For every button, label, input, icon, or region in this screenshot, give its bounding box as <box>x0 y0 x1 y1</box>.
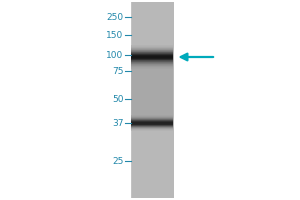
Bar <box>131 55 173 56</box>
Bar <box>130 2 174 198</box>
Bar <box>131 59 173 60</box>
Bar <box>131 67 173 68</box>
Bar <box>131 2 132 198</box>
Bar <box>131 51 173 52</box>
Bar <box>131 2 132 198</box>
Bar <box>131 53 173 54</box>
Bar <box>131 129 173 130</box>
Bar <box>131 2 132 198</box>
Bar <box>131 2 132 198</box>
Bar <box>131 2 132 198</box>
Bar <box>131 127 173 128</box>
Bar <box>131 2 132 198</box>
Bar <box>131 68 173 69</box>
Bar <box>131 65 173 66</box>
Bar <box>131 2 132 198</box>
Bar <box>131 122 173 123</box>
Bar <box>131 2 132 198</box>
Bar <box>131 2 132 198</box>
Bar <box>131 117 173 118</box>
Bar <box>131 2 132 198</box>
Bar <box>131 2 132 198</box>
Bar <box>131 56 173 57</box>
Bar <box>131 48 173 49</box>
Bar <box>130 2 131 198</box>
Bar <box>131 115 173 116</box>
Text: 150: 150 <box>106 30 124 40</box>
Bar <box>131 66 173 67</box>
Bar <box>131 60 173 61</box>
Bar <box>131 60 173 124</box>
Bar <box>131 2 132 198</box>
Bar <box>131 57 173 58</box>
Text: 50: 50 <box>112 95 124 104</box>
Text: 25: 25 <box>112 156 124 166</box>
Bar <box>131 2 132 198</box>
Bar <box>131 63 173 64</box>
Bar <box>131 2 132 198</box>
Text: 37: 37 <box>112 118 124 128</box>
Bar <box>131 47 173 48</box>
Bar <box>131 49 173 50</box>
Bar <box>130 2 131 198</box>
Bar <box>130 2 131 198</box>
Bar <box>131 61 173 62</box>
Bar <box>131 128 173 129</box>
Bar <box>131 2 132 198</box>
Bar <box>131 52 173 53</box>
Bar <box>130 2 131 198</box>
Bar <box>131 2 132 198</box>
Bar <box>131 58 173 59</box>
Bar <box>131 2 132 198</box>
Bar <box>131 2 132 198</box>
Bar <box>131 2 132 198</box>
Bar <box>131 2 132 198</box>
Bar <box>130 2 131 198</box>
Bar <box>131 50 173 51</box>
Bar <box>131 2 132 198</box>
Bar <box>131 126 173 127</box>
Bar <box>131 123 173 124</box>
Bar <box>131 2 132 198</box>
Bar <box>130 2 131 198</box>
Bar <box>130 2 131 198</box>
Bar <box>131 130 173 131</box>
Bar <box>131 2 132 198</box>
Text: 250: 250 <box>106 12 124 21</box>
Bar <box>131 62 173 63</box>
Bar <box>131 119 173 120</box>
Bar <box>130 2 131 198</box>
Bar <box>131 2 132 198</box>
Bar <box>130 2 131 198</box>
Bar <box>131 2 132 198</box>
Bar <box>131 2 132 198</box>
Bar <box>131 2 132 198</box>
Bar <box>131 64 173 65</box>
Bar <box>131 120 173 121</box>
Bar <box>131 116 173 117</box>
Bar <box>131 121 173 122</box>
Bar <box>131 124 173 125</box>
Bar <box>131 2 132 198</box>
Bar <box>131 45 173 46</box>
Bar <box>130 2 131 198</box>
Bar <box>131 54 173 55</box>
Bar <box>131 2 132 198</box>
Text: 100: 100 <box>106 50 124 60</box>
Bar <box>130 2 131 198</box>
Bar <box>130 2 131 198</box>
Bar <box>130 2 131 198</box>
Bar <box>131 2 132 198</box>
Bar <box>131 2 132 198</box>
Text: 75: 75 <box>112 66 124 75</box>
Bar <box>131 2 132 198</box>
Bar <box>131 46 173 47</box>
Bar <box>131 2 132 198</box>
Bar <box>131 118 173 119</box>
Bar <box>131 125 173 126</box>
